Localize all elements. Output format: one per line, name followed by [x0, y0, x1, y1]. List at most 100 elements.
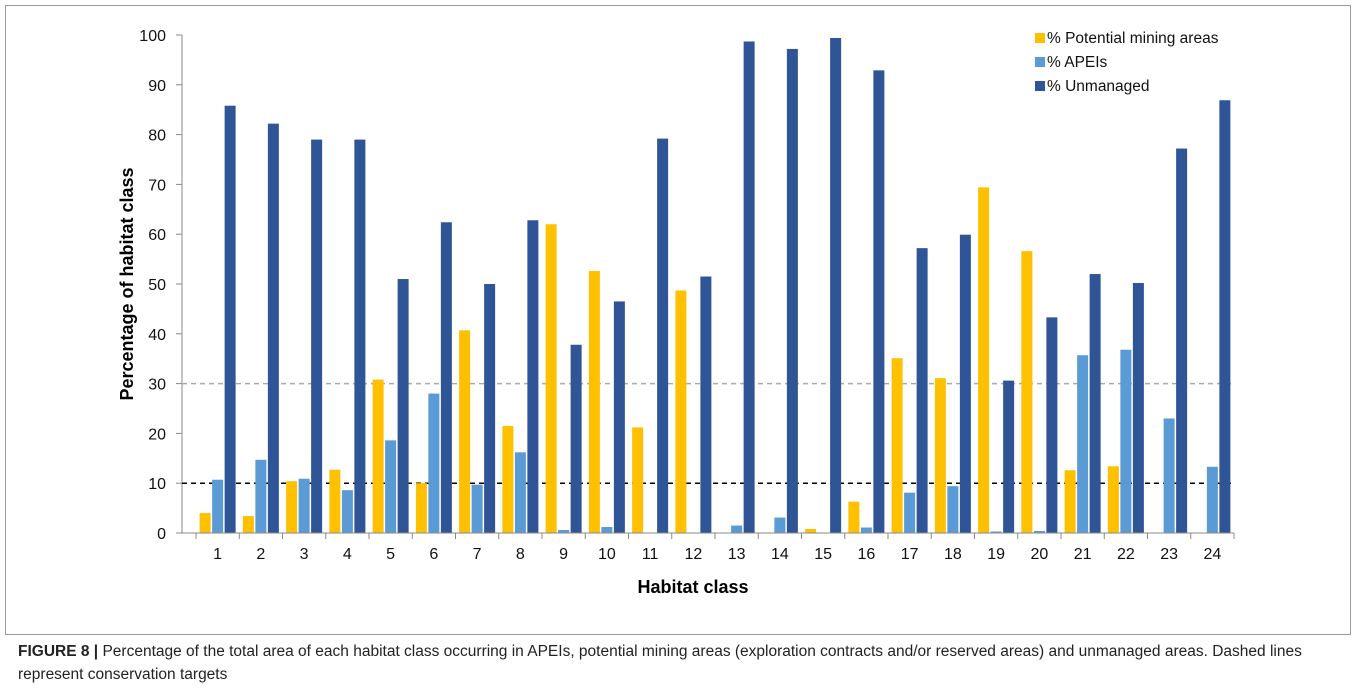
- bar: [891, 358, 903, 533]
- bar: [613, 301, 625, 533]
- bar: [514, 452, 526, 533]
- bar: [415, 483, 427, 533]
- x-axis-title: Habitat class: [637, 577, 748, 597]
- bar: [459, 330, 471, 533]
- bar: [267, 123, 279, 534]
- x-tick-label: 2: [256, 546, 265, 563]
- bar: [1176, 148, 1188, 533]
- bar: [1219, 100, 1231, 533]
- legend-swatch: [1035, 57, 1045, 67]
- bar: [934, 378, 946, 533]
- bar: [224, 105, 236, 533]
- caption-label: FIGURE 8 |: [18, 643, 99, 660]
- bar: [1064, 470, 1076, 533]
- bar: [527, 220, 539, 534]
- x-tick-label: 8: [516, 546, 525, 563]
- y-tick-label: 20: [148, 426, 166, 443]
- bar: [484, 284, 496, 533]
- y-tick-label: 60: [148, 227, 166, 244]
- y-tick-label: 30: [148, 377, 166, 394]
- bar: [873, 70, 885, 533]
- bar: [1089, 274, 1101, 533]
- bar: [329, 469, 341, 533]
- bar: [372, 379, 384, 533]
- bar: [341, 490, 353, 533]
- bar: [1003, 380, 1015, 533]
- bar: [242, 516, 254, 533]
- bar: [199, 513, 211, 533]
- bar: [675, 290, 687, 533]
- bar: [311, 139, 323, 533]
- x-tick-label: 9: [559, 546, 568, 563]
- bar: [502, 425, 514, 533]
- bar: [700, 276, 712, 533]
- bar: [1077, 355, 1089, 533]
- bar: [1120, 349, 1132, 533]
- bar: [632, 427, 644, 533]
- bar: [978, 187, 990, 533]
- bar: [774, 517, 786, 533]
- bar: [385, 440, 397, 533]
- bar: [570, 344, 582, 533]
- bar: [947, 486, 959, 533]
- x-tick-label: 17: [901, 546, 919, 563]
- y-tick-label: 10: [148, 476, 166, 493]
- bar: [959, 234, 971, 533]
- x-tick-label: 12: [684, 546, 702, 563]
- x-tick-label: 7: [473, 546, 482, 563]
- bar: [1021, 251, 1033, 533]
- bar: [545, 224, 557, 534]
- x-tick-label: 4: [343, 546, 352, 563]
- x-tick-label: 14: [771, 546, 789, 563]
- bar: [588, 271, 600, 533]
- legend-label: % Unmanaged: [1047, 78, 1150, 95]
- chart: Habitat class Percentage of habitat clas…: [117, 28, 1235, 597]
- bar: [848, 501, 860, 533]
- bar: [904, 492, 916, 533]
- bar: [255, 459, 267, 533]
- x-tick-label: 1: [213, 546, 222, 563]
- bar: [1206, 466, 1218, 533]
- bar: [743, 41, 755, 533]
- y-tick-label: 70: [148, 177, 166, 194]
- bar: [397, 279, 409, 533]
- bar: [601, 527, 613, 533]
- bar: [657, 138, 669, 534]
- bar: [990, 531, 1002, 533]
- bar: [1033, 531, 1045, 533]
- x-tick-label: 20: [1030, 546, 1048, 563]
- y-axis-title: Percentage of habitat class: [117, 167, 137, 400]
- legend-swatch: [1035, 33, 1045, 43]
- x-tick-label: 21: [1074, 546, 1092, 563]
- bar: [428, 393, 440, 533]
- bar: [1132, 283, 1144, 533]
- legend-swatch: [1035, 81, 1045, 91]
- bar: [916, 248, 928, 534]
- bar: [298, 478, 310, 533]
- bar: [471, 484, 483, 533]
- legend-label: % APEIs: [1047, 54, 1108, 71]
- x-tick-label: 24: [1203, 546, 1221, 563]
- caption-text: Percentage of the total area of each hab…: [18, 643, 1302, 683]
- x-tick-label: 19: [987, 546, 1005, 563]
- legend-label: % Potential mining areas: [1047, 30, 1219, 47]
- bar: [830, 37, 842, 533]
- bar: [860, 527, 872, 533]
- y-tick-label: 90: [148, 78, 166, 95]
- x-tick-label: 10: [598, 546, 616, 563]
- bar: [286, 481, 298, 533]
- bar: [212, 479, 224, 533]
- bar: [1107, 466, 1119, 533]
- caption: FIGURE 8 | Percentage of the total area …: [18, 640, 1338, 686]
- x-tick-label: 23: [1160, 546, 1178, 563]
- x-tick-label: 5: [386, 546, 395, 563]
- figure-frame: [5, 5, 1351, 635]
- y-tick-label: 40: [148, 327, 166, 344]
- bar: [786, 48, 798, 533]
- bar: [558, 530, 570, 533]
- y-tick-label: 50: [148, 277, 166, 294]
- x-tick-label: 11: [642, 546, 659, 563]
- x-tick-label: 18: [944, 546, 962, 563]
- y-tick-label: 0: [157, 526, 166, 543]
